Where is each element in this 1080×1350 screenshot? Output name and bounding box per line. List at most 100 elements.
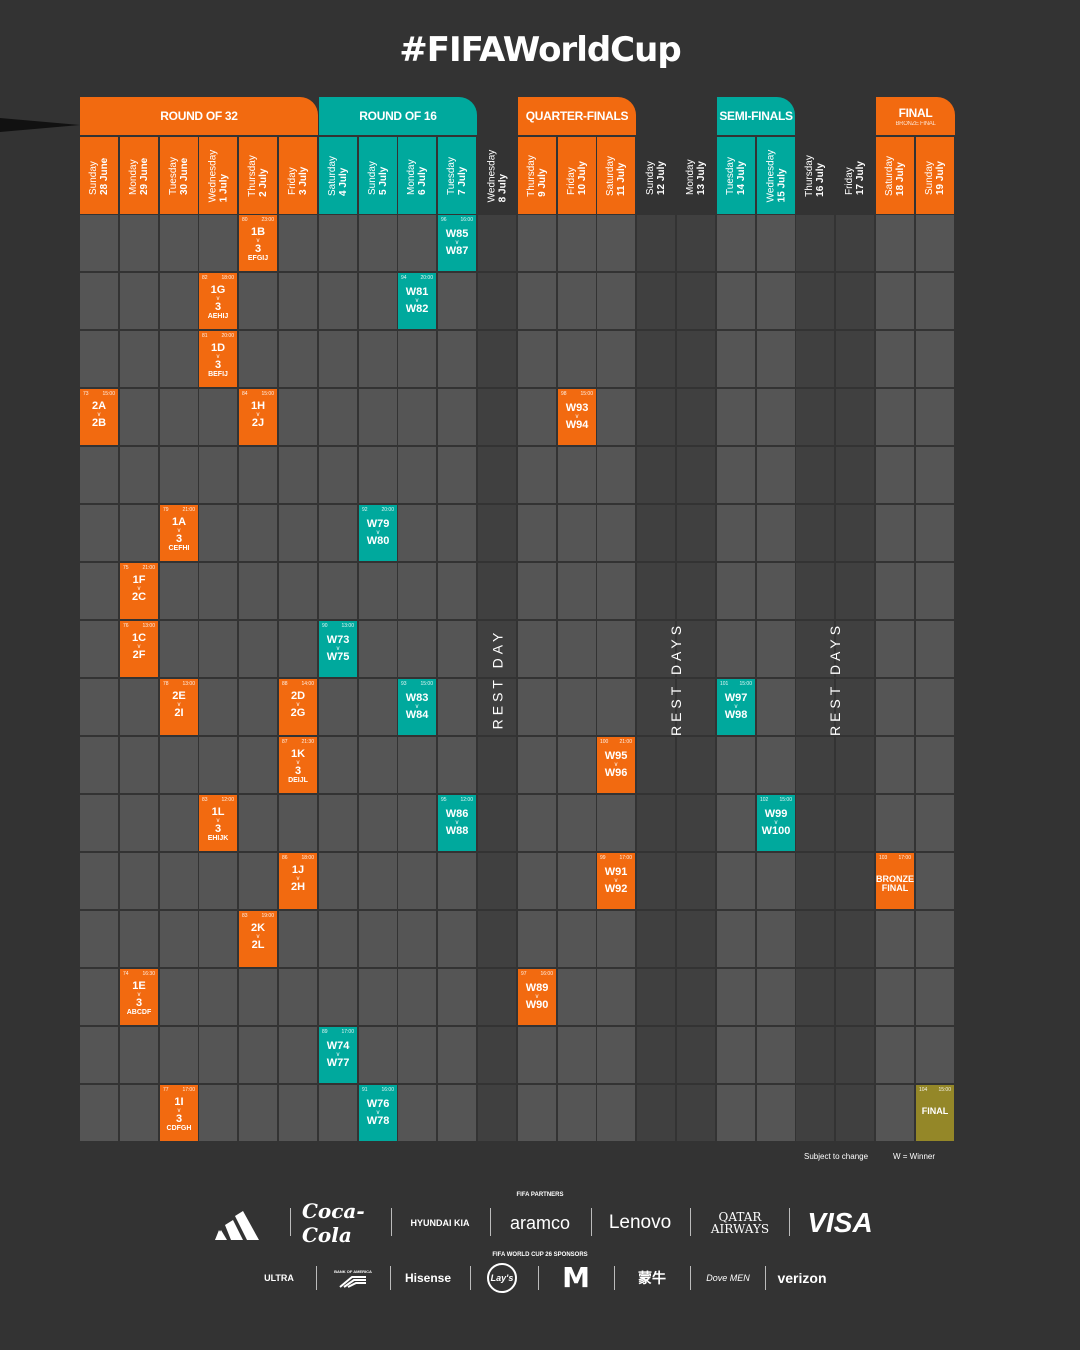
grid-cell: [836, 331, 874, 387]
grid-cell: [757, 911, 795, 967]
match-time: 20:00: [420, 275, 433, 281]
match-card[interactable]: 103 17:00 BRONZE FINAL: [876, 853, 914, 909]
match-card[interactable]: 91 16:00 W76 v W78: [359, 1085, 397, 1141]
match-card[interactable]: 102 15:00 W99 v W100: [757, 795, 795, 851]
grid-cell: [597, 795, 635, 851]
grid-cell: [359, 737, 397, 793]
match-meta: 81 20:00: [199, 331, 237, 339]
grid-cell: [160, 737, 198, 793]
grid-cell: [677, 447, 715, 503]
match-card[interactable]: 75 21:00 1F v 2C: [120, 563, 158, 619]
day-weekday: Sunday: [88, 160, 99, 195]
match-card[interactable]: 74 16:30 1E v 3 ABCDF: [120, 969, 158, 1025]
match-time: 21:00: [619, 739, 632, 745]
grid-cell: [319, 1085, 357, 1141]
match-card[interactable]: 81 20:00 1D v 3 BEFIJ: [199, 331, 237, 387]
grid-cell: [836, 563, 874, 619]
match-card[interactable]: 86 18:00 1J v 2H: [279, 853, 317, 909]
match-card[interactable]: 83 12:00 1L v 3 EHIJK: [199, 795, 237, 851]
grid-cell: [757, 563, 795, 619]
match-number: 91: [362, 1087, 368, 1093]
grid-cell: [717, 563, 755, 619]
match-card[interactable]: 94 20:00 W81 v W82: [398, 273, 436, 329]
mengniu-logo: 蒙牛: [638, 1270, 666, 1286]
match-card[interactable]: 84 15:00 1H v 2J: [239, 389, 277, 445]
match-number: 96: [441, 217, 447, 223]
stage-header-final: FINAL BRONZE FINAL: [876, 97, 955, 135]
match-number: 104: [919, 1087, 928, 1093]
match-time: 14:00: [301, 681, 314, 687]
match-card[interactable]: 92 20:00 W79 v W80: [359, 505, 397, 561]
day-date: 29 June: [139, 157, 150, 195]
grid-cell: [80, 679, 118, 735]
match-number: 77: [163, 1087, 169, 1093]
grid-cell: [876, 911, 914, 967]
adidas-logo-icon: [213, 1205, 269, 1241]
match-card[interactable]: 100 21:00 W95 v W96: [597, 737, 635, 793]
grid-cell: [558, 505, 596, 561]
match-card[interactable]: 83 19:00 2K v 2L: [239, 911, 277, 967]
team-two: W80: [366, 535, 390, 547]
grid-cell: [160, 563, 198, 619]
day-header: Friday 3 July: [279, 137, 317, 214]
match-card[interactable]: 87 21:30 1K v 3 DEIJL: [279, 737, 317, 793]
match-card[interactable]: 89 17:00 W74 v W77: [319, 1027, 357, 1083]
match-card[interactable]: 78 13:00 2E v 2I: [160, 679, 198, 735]
match-card[interactable]: 93 15:00 W83 v W84: [398, 679, 436, 735]
grid-cell: [279, 505, 317, 561]
match-time: 19:00: [261, 913, 274, 919]
match-card[interactable]: 98 15:00 W93 v W94: [558, 389, 596, 445]
team-one: 1I: [174, 1096, 184, 1108]
grid-cell: [199, 737, 237, 793]
match-card[interactable]: 77 17:00 1I v 3 CDFGH: [160, 1085, 198, 1141]
match-number: 83: [202, 797, 208, 803]
grid-cell: [796, 331, 834, 387]
grid-cell: [438, 563, 476, 619]
grid-cell: [916, 911, 954, 967]
match-card[interactable]: 95 12:00 W86 v W88: [438, 795, 476, 851]
grid-cell: [597, 1027, 635, 1083]
grid-cell: [558, 969, 596, 1025]
match-card[interactable]: 96 16:00 W85 v W87: [438, 215, 476, 271]
mcdonalds-logo: M: [562, 1260, 590, 1294]
match-card[interactable]: 82 18:00 1G v 3 AEHIJ: [199, 273, 237, 329]
match-card[interactable]: 76 13:00 1C v 2F: [120, 621, 158, 677]
match-card[interactable]: 99 17:00 W91 v W92: [597, 853, 635, 909]
match-card[interactable]: 90 13:00 W73 v W75: [319, 621, 357, 677]
versus-icon: v: [137, 586, 141, 592]
grid-cell: [597, 447, 635, 503]
grid-cell: [160, 273, 198, 329]
grid-cell: [916, 969, 954, 1025]
match-card[interactable]: 97 16:00 W89 v W90: [518, 969, 556, 1025]
match-meta: 100 21:00: [597, 737, 635, 745]
grid-cell: [438, 389, 476, 445]
day-header: Thursday 9 July: [518, 137, 556, 214]
match-card[interactable]: 80 23:00 1B v 3 EFGIJ: [239, 215, 277, 271]
grid-cell: [916, 737, 954, 793]
grid-cell: [916, 331, 954, 387]
grid-cell: [80, 563, 118, 619]
match-time: 15:00: [739, 681, 752, 687]
rest-day-label: REST DAYS: [816, 563, 854, 795]
match-time: 13:00: [182, 681, 195, 687]
grid-cell: [558, 737, 596, 793]
grid-cell: [80, 795, 118, 851]
grid-cell: [120, 911, 158, 967]
grid-cell: [359, 1027, 397, 1083]
match-card[interactable]: 101 15:00 W97 v W98: [717, 679, 755, 735]
match-card[interactable]: 88 14:00 2D v 2G: [279, 679, 317, 735]
match-meta: 103 17:00: [876, 853, 914, 861]
grid-cell: [279, 969, 317, 1025]
team-one: W93: [565, 402, 589, 414]
match-card[interactable]: 104 15:00 FINAL: [916, 1085, 954, 1141]
day-header: Saturday 4 July: [319, 137, 357, 214]
match-card[interactable]: 73 15:00 2A v 2B: [80, 389, 118, 445]
grid-cell: [239, 853, 277, 909]
match-meta: 79 21:00: [160, 505, 198, 513]
versus-icon: v: [216, 818, 220, 824]
match-card[interactable]: 79 21:00 1A v 3 CEFHI: [160, 505, 198, 561]
day-label: Sunday 28 June: [88, 157, 110, 195]
match-meta: 94 20:00: [398, 273, 436, 281]
grid-cell: [518, 331, 556, 387]
match-number: 86: [282, 855, 288, 861]
